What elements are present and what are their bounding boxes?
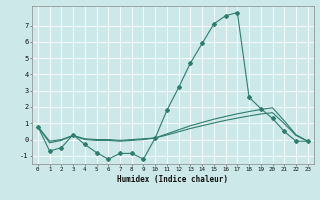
X-axis label: Humidex (Indice chaleur): Humidex (Indice chaleur) <box>117 175 228 184</box>
